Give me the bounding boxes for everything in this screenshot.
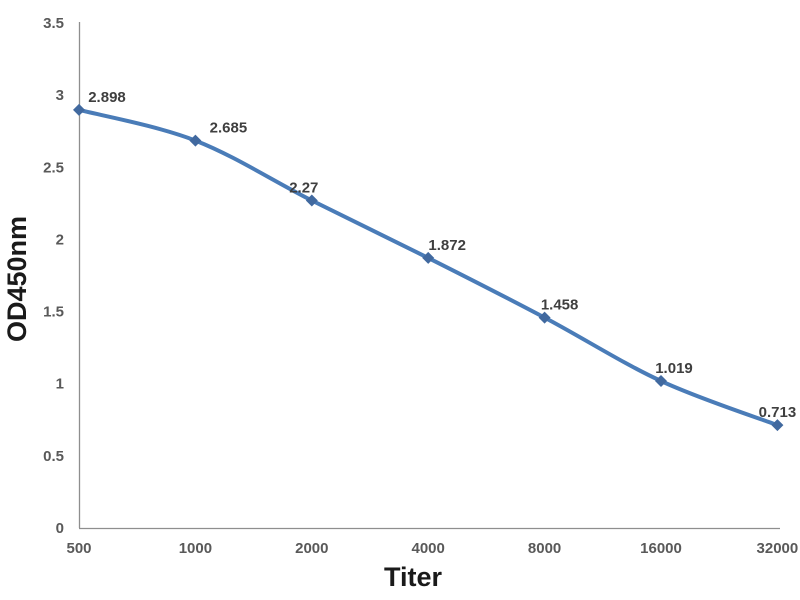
data-point-marker xyxy=(73,103,85,116)
x-tick-label: 8000 xyxy=(528,540,561,557)
y-tick-label: 0.5 xyxy=(43,448,64,465)
x-tick-label: 500 xyxy=(66,540,91,557)
data-point-label: 1.872 xyxy=(428,237,466,254)
data-point-marker xyxy=(189,134,202,147)
data-point-label: 2.898 xyxy=(88,89,126,106)
x-tick-label: 2000 xyxy=(295,540,328,557)
series-line xyxy=(77,107,780,428)
x-tick-label: 4000 xyxy=(412,540,445,557)
y-tick-label: 0 xyxy=(56,520,64,537)
plot-area: 0 0.5 1 1.5 2 2.5 3 3.5 500 1000 2000 4000 8000 16000… xyxy=(43,15,798,557)
y-tick-label: 2.5 xyxy=(43,159,64,176)
data-point-label: 0.713 xyxy=(759,404,797,421)
y-tick-label: 3.5 xyxy=(43,15,64,32)
y-tick-label: 2 xyxy=(56,231,64,248)
x-axis-title: Titer xyxy=(384,562,443,592)
data-point-marker xyxy=(771,419,784,432)
data-point-label: 1.019 xyxy=(655,360,693,377)
x-tick-label: 1000 xyxy=(179,540,212,557)
x-tick-label: 32000 xyxy=(757,540,799,557)
y-axis-title: OD450nm xyxy=(2,216,32,342)
y-tick-label: 3 xyxy=(56,87,64,104)
y-tick-label: 1 xyxy=(56,376,64,393)
y-tick-label: 1.5 xyxy=(43,304,64,321)
data-point-marker xyxy=(305,194,318,207)
data-point-label: 2.685 xyxy=(210,120,248,137)
data-point-marker xyxy=(422,251,435,264)
data-point-label: 2.27 xyxy=(289,179,318,196)
x-tick-label: 16000 xyxy=(640,540,682,557)
data-point-label: 1.458 xyxy=(541,297,579,314)
data-point-marker xyxy=(538,311,551,324)
data-point-marker xyxy=(655,374,667,387)
